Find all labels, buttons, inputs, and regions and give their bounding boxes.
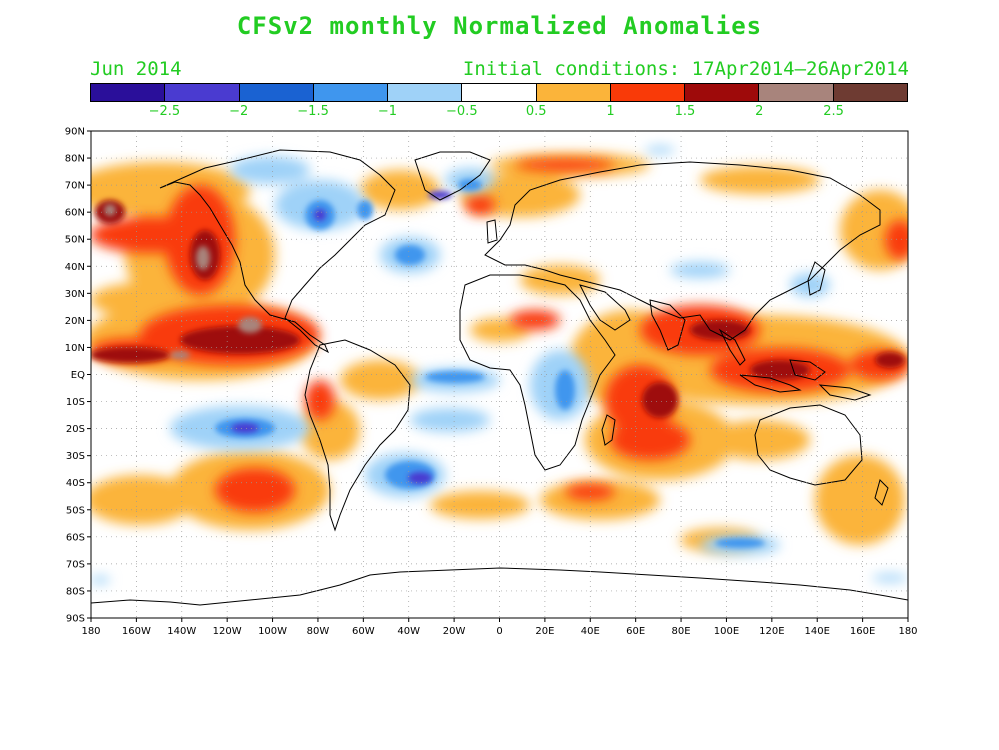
colorbar-label: 1.5	[674, 104, 696, 119]
lon-label: 100W	[258, 626, 287, 637]
colorbar-swatch	[833, 84, 907, 101]
colorbar-swatch	[685, 84, 760, 101]
lon-label: 20E	[535, 626, 554, 637]
colorbar-label: −1.5	[297, 104, 329, 119]
lon-label: 120W	[213, 626, 242, 637]
colorbar-label: 2	[755, 104, 764, 119]
colorbar-swatch	[91, 84, 166, 101]
colorbar	[90, 83, 908, 102]
positive-anomaly-extreme	[104, 204, 262, 359]
lat-label: 80N	[65, 154, 85, 165]
forecast-month: Jun 2014	[90, 58, 182, 80]
lon-label: 60E	[626, 626, 645, 637]
lat-label: 10N	[65, 343, 85, 354]
lat-label: 90N	[65, 127, 85, 138]
lat-label: 10S	[66, 397, 85, 408]
axis-ticks	[87, 130, 909, 622]
lat-label: 50N	[65, 235, 85, 246]
graticule	[91, 131, 908, 618]
lon-label: 40W	[397, 626, 420, 637]
colorbar-swatch	[239, 84, 314, 101]
colorbar-swatch	[313, 84, 389, 101]
chart-title: CFSv2 monthly Normalized Anomalies	[236, 12, 763, 40]
lon-label: 180	[898, 626, 917, 637]
colorbar-swatch	[759, 84, 834, 101]
lon-label: 80W	[307, 626, 330, 637]
lon-label: 160W	[122, 626, 151, 637]
initial-conditions: Initial conditions: 17Apr2014–26Apr2014	[462, 58, 909, 80]
colorbar-label: 0.5	[525, 104, 547, 119]
lon-label: 80E	[672, 626, 691, 637]
lat-label: 90S	[66, 614, 85, 625]
colorbar-swatch	[165, 84, 240, 101]
lon-label: 160E	[850, 626, 875, 637]
lon-label: 20W	[443, 626, 466, 637]
lon-label: 60W	[352, 626, 375, 637]
lat-label: 80S	[66, 586, 85, 597]
colorbar-swatch	[536, 84, 611, 101]
colorbar-swatch	[610, 84, 686, 101]
latitude-labels: 90N 80N 70N 60N 50N 40N 30N 20N 10N EQ 10S 20S 30S 40…	[65, 127, 85, 625]
lat-label: 60N	[65, 208, 85, 219]
lon-label: 40E	[581, 626, 600, 637]
lat-label: 30N	[65, 289, 85, 300]
lon-label: 140E	[805, 626, 830, 637]
lat-label: 70S	[66, 559, 85, 570]
longitude-labels: 180 160W 140W 120W 100W 80W 60W 40W 20W 0 20E 40E 60…	[81, 626, 917, 637]
colorbar-swatch	[462, 84, 537, 101]
colorbar-label: −0.5	[446, 104, 478, 119]
lat-label: 60S	[66, 532, 85, 543]
lat-label: 40S	[66, 478, 85, 489]
lon-label: 140W	[167, 626, 196, 637]
positive-anomaly-high	[91, 200, 905, 418]
lat-label: 50S	[66, 505, 85, 516]
colorbar-label: −1	[377, 104, 398, 119]
lon-label: 120E	[759, 626, 784, 637]
lon-label: 0	[496, 626, 502, 637]
lat-label: 20S	[66, 424, 85, 435]
coastlines	[91, 149, 908, 606]
colorbar-label: 1	[606, 104, 615, 119]
lat-label: EQ	[71, 370, 85, 381]
colorbar-label: −2.5	[148, 104, 181, 119]
colorbar-swatch	[388, 84, 463, 101]
lat-label: 30S	[66, 451, 85, 462]
colorbar-label: 2.5	[823, 104, 844, 119]
colorbar-label: −2	[229, 104, 249, 119]
lon-label: 180	[81, 626, 100, 637]
lat-label: 70N	[65, 181, 85, 192]
lon-label: 100E	[714, 626, 739, 637]
lat-label: 20N	[65, 316, 85, 327]
lat-label: 40N	[65, 262, 85, 273]
